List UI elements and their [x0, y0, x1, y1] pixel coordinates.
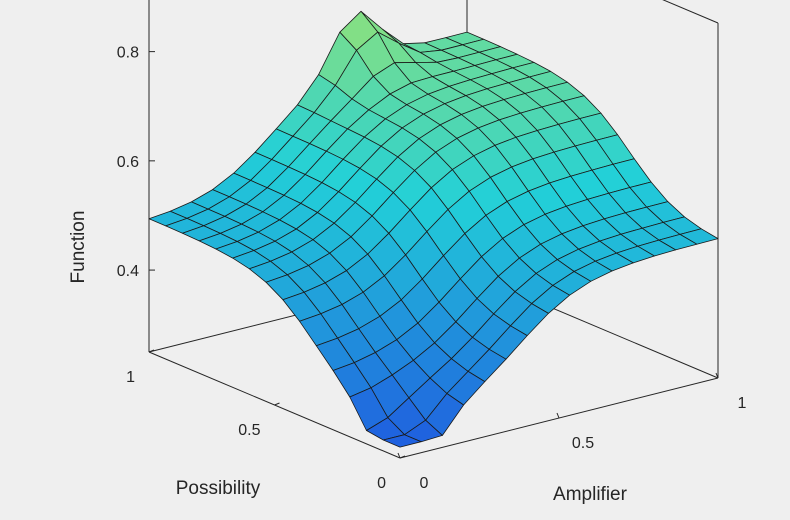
y-tick-label: 1: [126, 369, 135, 386]
axes-box-line: [662, 0, 719, 24]
x-tick: [397, 452, 401, 459]
x-tick-label: 0.5: [572, 435, 594, 452]
surface-mesh: [148, 10, 719, 448]
surface-face: [382, 434, 422, 448]
y-tick: [148, 349, 155, 353]
x-tick: [556, 412, 560, 419]
y-tick-label: 0.5: [238, 422, 260, 439]
axis-ticks: 0.4 0.6 0.8 0 0.5 1 0 0.5 1: [117, 45, 747, 492]
z-tick-label: 0.4: [117, 263, 139, 280]
y-tick: [274, 402, 280, 406]
z-axis-label: Function: [68, 211, 89, 284]
z-tick-label: 0.6: [117, 154, 139, 171]
z-tick-label: 0.8: [117, 45, 139, 62]
x-tick-label: 0: [420, 475, 429, 492]
y-tick: [399, 455, 406, 459]
y-axis-label: Possibility: [176, 478, 261, 499]
y-tick-label: 0: [377, 475, 386, 492]
x-tick-label: 1: [738, 395, 747, 412]
x-axis-label: Amplifier: [553, 484, 628, 505]
x-tick: [715, 372, 719, 379]
